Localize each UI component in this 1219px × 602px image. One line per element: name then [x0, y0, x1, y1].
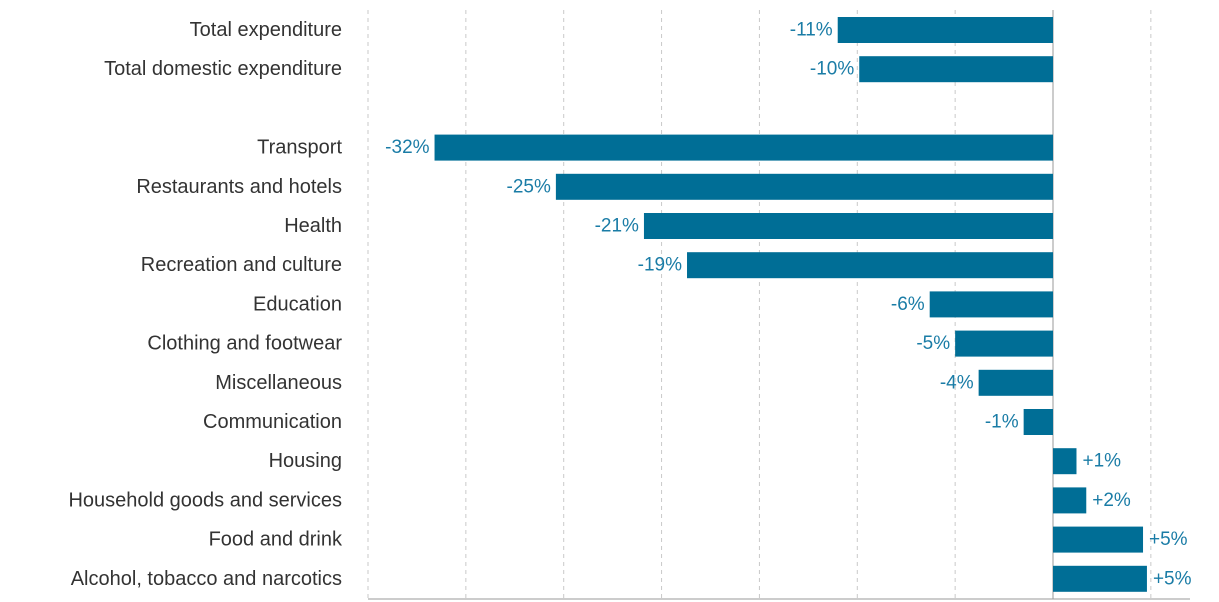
- category-label: Miscellaneous: [215, 372, 342, 394]
- bars: [434, 17, 1147, 592]
- data-label: -5%: [916, 333, 950, 354]
- data-label: -6%: [891, 294, 925, 315]
- category-label: Total domestic expenditure: [104, 58, 342, 80]
- data-label: +2%: [1092, 490, 1131, 511]
- data-label: -11%: [790, 20, 833, 41]
- bar: [687, 252, 1053, 279]
- bar: [955, 330, 1053, 357]
- data-label: +5%: [1149, 529, 1188, 550]
- bar: [555, 173, 1053, 200]
- category-label: Health: [284, 215, 342, 237]
- category-label: Food and drink: [209, 529, 343, 551]
- data-label: +5%: [1153, 568, 1192, 589]
- data-label: -19%: [638, 255, 682, 276]
- data-label: -21%: [595, 216, 639, 237]
- category-label: Recreation and culture: [141, 254, 342, 276]
- data-label: -25%: [507, 176, 551, 197]
- category-labels: Total expenditure Total domestic expendit…: [68, 19, 343, 590]
- category-label: Alcohol, tobacco and narcotics: [71, 568, 342, 590]
- category-label: Communication: [203, 411, 342, 433]
- category-label: Clothing and footwear: [147, 333, 342, 355]
- data-labels: -11% -10% -32% -25% -21% -19% -6% -5% -4% -1% +1% +…: [385, 20, 1191, 590]
- bar: [1053, 565, 1147, 592]
- category-label: Transport: [257, 137, 342, 159]
- category-label: Household goods and services: [68, 489, 342, 511]
- category-label: Restaurants and hotels: [136, 176, 342, 198]
- category-label: Housing: [269, 450, 342, 472]
- bar: [643, 213, 1053, 239]
- bar: [978, 369, 1053, 396]
- bar: [1053, 448, 1077, 475]
- bar: [859, 56, 1053, 83]
- bar: [1053, 526, 1144, 553]
- data-label: -1%: [985, 412, 1019, 433]
- bar: [1053, 487, 1087, 514]
- data-label: -32%: [385, 137, 429, 158]
- data-label: -10%: [810, 59, 854, 80]
- bar: [434, 134, 1053, 161]
- bar: [837, 17, 1053, 43]
- data-label: +1%: [1082, 451, 1121, 472]
- category-label: Education: [253, 293, 342, 315]
- bar: [1023, 409, 1053, 435]
- category-label: Total expenditure: [190, 19, 342, 41]
- data-label: -4%: [940, 372, 974, 393]
- bar: [929, 291, 1053, 318]
